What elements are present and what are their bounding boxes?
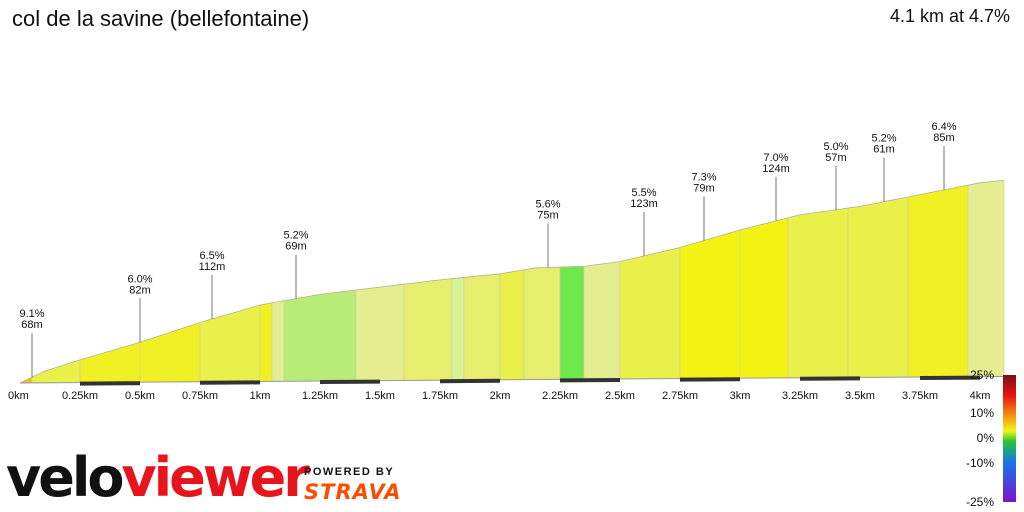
profile-segment bbox=[499, 269, 525, 381]
annotation-grade: 6.0% bbox=[127, 273, 152, 285]
profile-segment bbox=[739, 217, 789, 379]
profile-segment bbox=[907, 184, 969, 378]
profile-segment bbox=[679, 229, 741, 379]
annotation-grade: 9.1% bbox=[19, 308, 44, 320]
grade-annotations: 9.1%68m6.0%82m6.5%112m5.2%69m5.6%75m5.5%… bbox=[19, 121, 957, 378]
powered-by-strava: POWERED BY STRAVA bbox=[304, 466, 424, 504]
profile-segment bbox=[559, 266, 585, 380]
gradient-legend-bar bbox=[1003, 375, 1016, 502]
annotation-grade: 7.3% bbox=[691, 172, 716, 184]
x-tick-label: 0.5km bbox=[125, 390, 155, 402]
profile-segment bbox=[259, 302, 273, 382]
annotation-length: 75m bbox=[537, 209, 558, 221]
x-tick-label: 2.75km bbox=[662, 390, 698, 402]
annotation-length: 85m bbox=[933, 132, 954, 144]
annotation-length: 124m bbox=[762, 163, 790, 175]
profile-segment bbox=[967, 180, 1005, 378]
legend-label-25: 25% bbox=[970, 368, 994, 382]
powered-by-label: POWERED BY bbox=[304, 466, 395, 478]
profile-segment bbox=[523, 266, 561, 380]
segment-title: col de la savine (bellefontaine) bbox=[12, 6, 310, 31]
gradient-legend: 25% 10% 0% -10% -25% bbox=[966, 368, 1016, 509]
profile-segment bbox=[403, 278, 453, 381]
logo-velo-text: velo bbox=[6, 446, 124, 509]
x-tick-label: 0.25km bbox=[62, 390, 98, 402]
annotation-grade: 5.5% bbox=[631, 187, 656, 199]
x-tick-label: 2.5km bbox=[605, 390, 635, 402]
profile-segment bbox=[787, 207, 849, 379]
annotation-length: 61m bbox=[873, 144, 894, 156]
legend-label-minus10: -10% bbox=[966, 456, 994, 470]
x-tick-label: 1.5km bbox=[365, 390, 395, 402]
legend-label-minus25: -25% bbox=[966, 495, 994, 509]
annotation-grade: 6.4% bbox=[931, 121, 956, 133]
veloviewer-logo: velo viewer bbox=[6, 446, 310, 509]
annotation-length: 123m bbox=[630, 198, 658, 210]
profile-segment bbox=[619, 247, 681, 380]
logo-viewer-text: viewer bbox=[121, 446, 309, 509]
profile-segment bbox=[583, 261, 621, 380]
x-tick-label: 2km bbox=[490, 390, 511, 402]
distance-axis: 0km 0.25km 0.5km 0.75km 1km 1.25km 1.5km 1.75km… bbox=[8, 375, 1005, 402]
profile-outline bbox=[19, 180, 1005, 384]
annotation-grade: 5.2% bbox=[283, 230, 308, 242]
legend-label-10: 10% bbox=[970, 406, 994, 420]
profile-segment bbox=[283, 289, 357, 382]
annotation-grade: 6.5% bbox=[199, 250, 224, 262]
profile-segment bbox=[463, 273, 501, 381]
segment-summary: 4.1 km at 4.7% bbox=[889, 6, 1010, 26]
x-tick-label: 4km bbox=[970, 390, 991, 402]
x-tick-label: 0km bbox=[8, 390, 29, 402]
annotation-length: 79m bbox=[693, 183, 714, 195]
annotation-length: 82m bbox=[129, 284, 150, 296]
x-tick-label: 3.25km bbox=[782, 390, 818, 402]
annotation-length: 69m bbox=[285, 241, 306, 253]
strava-logo: STRAVA bbox=[304, 480, 402, 504]
x-tick-label: 1.25km bbox=[302, 390, 338, 402]
profile-segment bbox=[199, 304, 261, 383]
profile-segment bbox=[847, 196, 909, 378]
profile-segment bbox=[139, 322, 201, 383]
x-tick-label: 0.75km bbox=[182, 390, 218, 402]
legend-label-0: 0% bbox=[977, 431, 995, 445]
profile-segment bbox=[451, 277, 465, 381]
x-tick-label: 3km bbox=[730, 390, 751, 402]
annotation-grade: 7.0% bbox=[763, 152, 788, 164]
x-tick-label: 1km bbox=[250, 390, 271, 402]
annotation-grade: 5.6% bbox=[535, 198, 560, 210]
x-tick-label: 1.75km bbox=[422, 390, 458, 402]
profile-segment bbox=[271, 300, 285, 382]
x-tick-label: 2.25km bbox=[542, 390, 578, 402]
annotation-length: 57m bbox=[825, 152, 846, 164]
profile-segment bbox=[355, 283, 405, 382]
x-tick-label: 3.75km bbox=[902, 390, 938, 402]
profile-area bbox=[19, 180, 1005, 384]
x-tick-label: 3.5km bbox=[845, 390, 875, 402]
profile-segment bbox=[31, 359, 81, 384]
annotation-grade: 5.0% bbox=[823, 141, 848, 153]
annotation-length: 68m bbox=[21, 319, 42, 331]
annotation-length: 112m bbox=[199, 261, 226, 273]
profile-segment bbox=[79, 341, 141, 383]
annotation-grade: 5.2% bbox=[871, 133, 896, 145]
